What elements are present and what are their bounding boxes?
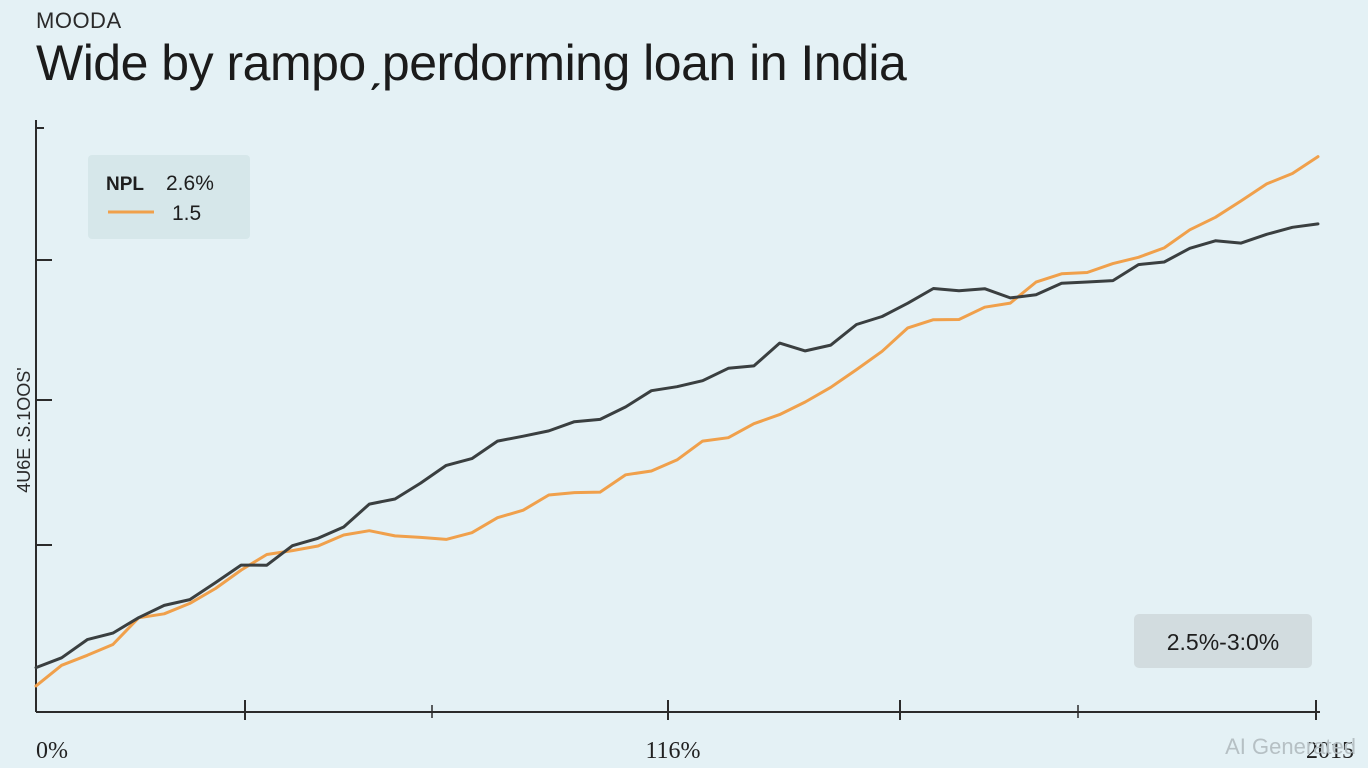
x-tick-label: 2015 — [1306, 738, 1354, 764]
annotation-text: 2.5%-3:0% — [1167, 629, 1280, 655]
legend-label-orange: 1.5 — [172, 202, 201, 225]
x-tick-label: 0% — [36, 738, 68, 764]
series-line-npl — [34, 222, 1320, 670]
annotation-box — [1134, 614, 1312, 668]
x-tick-label: 116% — [645, 738, 700, 764]
y-axis-label: 4U6E .S.1OOS' — [14, 367, 34, 493]
legend-box — [88, 155, 250, 239]
series-layer — [34, 155, 1320, 688]
legend-label-npl: NPL — [106, 174, 144, 195]
range-annotation: 2.5%-3:0% — [1134, 614, 1312, 668]
chart-title: Wide by rampoˏperdorming loan in India — [36, 35, 907, 91]
legend-value-npl: 2.6% — [166, 172, 214, 195]
watermark: AI Generated — [1225, 734, 1356, 759]
source-label: MOODA — [36, 8, 122, 33]
legend: NPL 2.6% 1.5 — [88, 155, 250, 239]
